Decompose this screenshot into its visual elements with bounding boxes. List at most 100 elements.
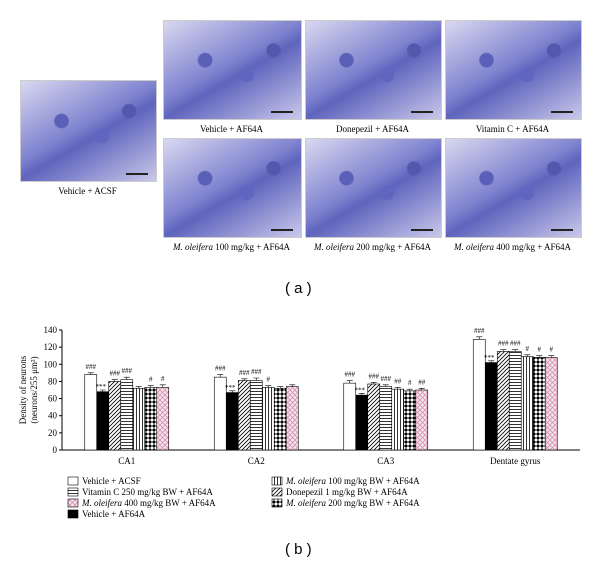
significance-label: # (149, 376, 153, 384)
micrograph (445, 20, 582, 120)
legend-swatch (67, 487, 79, 497)
caption-text: Donepezil + AF64A (335, 124, 410, 134)
significance-label: ## (418, 378, 426, 386)
significance-label: ### (122, 367, 133, 375)
significance-label: ### (474, 327, 485, 335)
significance-label: # (538, 346, 542, 354)
caption: Vitamin C + AF64A (435, 124, 590, 134)
bar (273, 387, 287, 451)
significance-label: # (408, 379, 412, 387)
error-bar (217, 374, 224, 378)
legend-name: 100 mg/kg BW + AF64A (328, 476, 420, 486)
legend-swatch (67, 498, 79, 508)
error-bar (135, 386, 142, 389)
caption-text: 200 mg/kg + AF64A (356, 242, 432, 252)
y-tick-label: 140 (44, 325, 58, 335)
error-bar (536, 355, 543, 358)
error-bar (476, 336, 483, 340)
significance-label: ## (394, 377, 402, 385)
bar (355, 394, 369, 451)
bar (496, 351, 510, 451)
y-axis-label: (neurons/255 μm²) (29, 356, 39, 423)
caption-text: 100 mg/kg + AF64A (215, 242, 291, 252)
y-tick-label: 120 (44, 342, 58, 352)
caption-text: 400 mg/kg + AF64A (496, 242, 572, 252)
error-bar (159, 384, 166, 388)
significance-label: # (550, 346, 554, 354)
error-bar (147, 385, 154, 388)
significance-label: ### (510, 340, 521, 348)
y-tick-label: 60 (48, 394, 58, 404)
caption: Vehicle + ACSF (10, 186, 165, 196)
error-bar (229, 390, 236, 393)
y-tick-label: 20 (48, 428, 58, 438)
error-bar (265, 385, 272, 388)
significance-label: *** (96, 383, 107, 391)
micrograph (163, 138, 302, 238)
error-bar (406, 388, 413, 391)
error-bar (289, 384, 296, 387)
significance-label: ### (251, 368, 262, 376)
legend-name: Vehicle + ACSF (82, 476, 141, 486)
caption: M. oleifera 400 mg/kg + AF64A (435, 242, 590, 252)
legend-label: Vehicle + AF64A (82, 509, 146, 519)
legend-swatch (271, 498, 283, 508)
caption-text: M. oleifera (172, 242, 213, 252)
legend-label: M. oleifera 400 mg/kg BW + AF64A (81, 498, 216, 508)
error-bar (358, 393, 365, 396)
error-bar (346, 380, 353, 384)
bar (544, 357, 558, 451)
y-axis-label: Density of neurons (18, 355, 28, 424)
bar (261, 387, 275, 451)
bar (96, 391, 110, 451)
legend-label: M. oleifera 200 mg/kg BW + AF64A (285, 498, 420, 508)
y-tick-label: 40 (48, 411, 58, 421)
bar (484, 362, 498, 451)
legend-label: Vehicle + ACSF (82, 476, 141, 486)
caption: M. oleifera 200 mg/kg + AF64A (295, 242, 450, 252)
error-bar (253, 377, 260, 381)
legend-label: Donepezil 1 mg/kg BW + AF64A (286, 487, 408, 497)
significance-label: ### (110, 370, 121, 378)
caption: M. oleifera 100 mg/kg + AF64A (153, 242, 310, 252)
significance-label: *** (484, 354, 495, 362)
micrograph (163, 20, 302, 120)
significance-label: # (526, 345, 530, 353)
significance-label: ### (86, 363, 97, 371)
legend-species: M. oleifera (285, 476, 326, 486)
significance-label: # (267, 376, 271, 384)
legend-name: Donepezil 1 mg/kg BW + AF64A (286, 487, 408, 497)
bar (156, 387, 170, 451)
error-bar (111, 379, 118, 382)
error-bar (123, 376, 130, 380)
bar (379, 386, 393, 451)
bar (132, 387, 146, 451)
bar (108, 381, 122, 451)
bar (532, 357, 546, 451)
legend-label: Vitamin C 250 mg/kg BW + AF64A (82, 487, 213, 497)
legend-swatch (67, 509, 79, 519)
legend-species: M. oleifera (81, 498, 122, 508)
significance-label: ### (345, 371, 356, 379)
caption: Vehicle + AF64A (153, 124, 310, 134)
panel-label: ( a ) (285, 280, 312, 297)
x-tick-label: CA2 (248, 456, 265, 466)
legend-name: Vitamin C 250 mg/kg BW + AF64A (82, 487, 213, 497)
legend-swatch (67, 476, 79, 486)
panel-label: ( b ) (285, 541, 312, 558)
bar (367, 383, 381, 451)
caption-text: Vehicle + ACSF (58, 186, 117, 196)
bar (249, 380, 263, 451)
significance-label: ### (215, 365, 226, 373)
legend-name: Vehicle + AF64A (82, 509, 146, 519)
error-bar (382, 384, 389, 387)
legend-swatch (271, 487, 283, 497)
error-bar (512, 349, 519, 352)
legend-label: M. oleifera 100 mg/kg BW + AF64A (285, 476, 420, 486)
caption-text: M. oleifera (453, 242, 494, 252)
legend-name: 200 mg/kg BW + AF64A (328, 498, 420, 508)
caption-text: Vitamin C + AF64A (475, 124, 550, 134)
bar (391, 388, 405, 451)
x-tick-label: CA1 (118, 456, 135, 466)
